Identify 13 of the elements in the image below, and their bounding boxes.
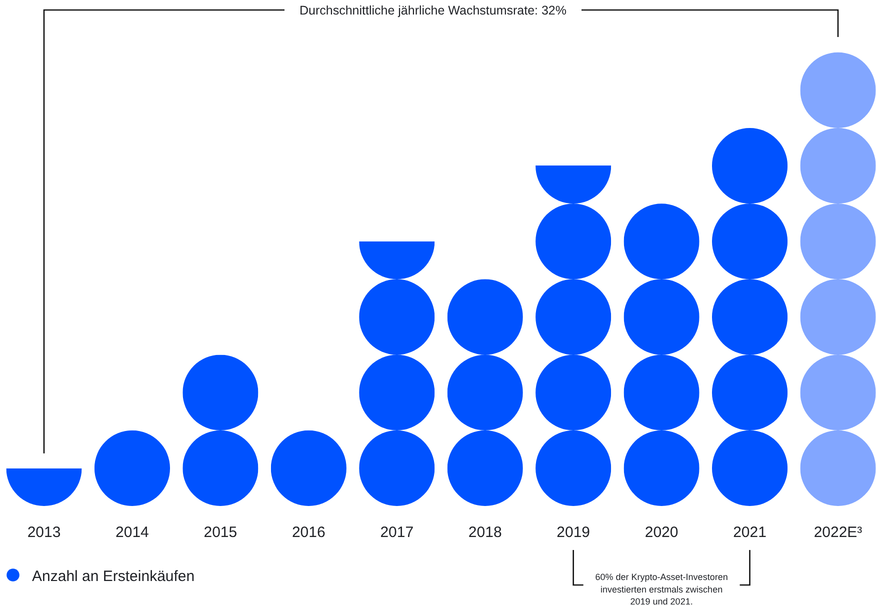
x-tick-label: 2021 (733, 524, 766, 541)
x-tick-label: 2019 (556, 524, 590, 541)
text: 60% der Krypto-Asset-Investoren investierten erstmals zwischen 2019 und 2021. (595, 572, 728, 606)
x-tick-label: 2018 (468, 524, 502, 541)
x-tick-label: 2016 (292, 524, 326, 541)
x-tick-label: 2017 (380, 524, 414, 541)
x-tick-label: 2022E³ (814, 524, 862, 541)
legend-label: Anzahl an Ersteinkäufen (32, 568, 195, 585)
x-tick-label: 2020 (644, 524, 678, 541)
text: Durchschnittliche jährliche Wachstumsrate: 32% (299, 4, 567, 18)
x-tick-label: 2015 (204, 524, 238, 541)
x-tick-label: 2013 (27, 524, 61, 541)
x-tick-label: 2014 (116, 524, 149, 541)
